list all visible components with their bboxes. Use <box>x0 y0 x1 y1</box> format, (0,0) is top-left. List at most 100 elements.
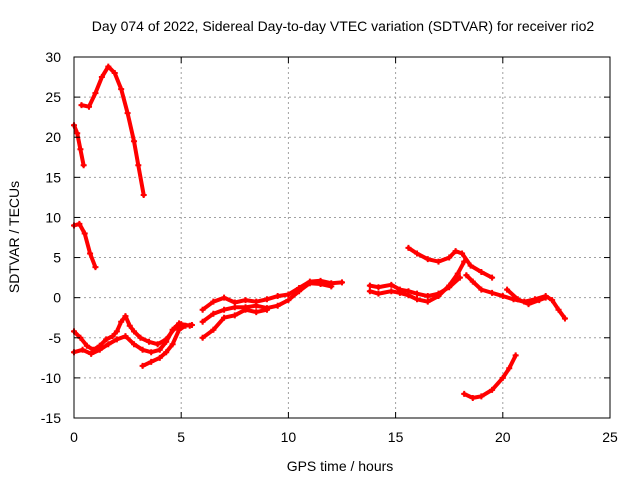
data-point <box>137 334 144 341</box>
data-point <box>140 191 147 198</box>
data-point <box>489 386 496 393</box>
data-point <box>446 254 453 261</box>
data-point <box>221 294 228 301</box>
data-point <box>131 341 138 348</box>
data-point <box>146 338 153 345</box>
data-point <box>328 283 335 290</box>
data-point <box>188 321 195 328</box>
data-point <box>81 230 88 237</box>
data-point <box>366 282 373 289</box>
data-point <box>499 374 506 381</box>
data-point <box>414 290 421 297</box>
series-line-arc-15 <box>462 353 518 400</box>
data-point <box>131 138 138 145</box>
data-point <box>388 281 395 288</box>
data-point <box>506 365 513 372</box>
y-tick-label: -15 <box>41 410 61 426</box>
series-line-arc-6 <box>140 322 194 368</box>
series-line-arc-2 <box>79 64 146 197</box>
data-point <box>388 288 395 295</box>
data-point <box>92 90 99 97</box>
series-line-arc-12 <box>406 245 495 280</box>
data-point <box>139 362 146 369</box>
data-point <box>92 264 99 271</box>
x-tick-label: 15 <box>388 429 404 445</box>
data-point <box>80 162 87 169</box>
y-tick-label: 0 <box>53 290 61 306</box>
y-tick-label: 20 <box>45 129 61 145</box>
data-point <box>478 286 485 293</box>
data-point <box>339 279 345 286</box>
data-point <box>263 306 270 313</box>
data-point <box>489 289 496 296</box>
data-point <box>463 272 470 279</box>
data-point <box>231 312 238 319</box>
data-point <box>118 318 125 325</box>
data-point <box>76 220 83 227</box>
data-point <box>182 322 189 329</box>
y-tick-label: -5 <box>49 330 62 346</box>
data-point <box>210 326 217 333</box>
data-point <box>296 288 303 295</box>
data-point <box>525 301 532 308</box>
data-point <box>135 162 142 169</box>
data-point <box>88 350 95 357</box>
data-point <box>285 297 292 304</box>
y-tick-label: 5 <box>53 250 61 266</box>
data-point <box>231 304 238 311</box>
data-point <box>83 342 90 349</box>
data-point <box>210 298 217 305</box>
data-point <box>454 270 461 277</box>
data-point <box>199 334 206 341</box>
data-point <box>435 293 442 300</box>
data-point <box>221 314 228 321</box>
data-point <box>512 352 519 359</box>
data-point <box>274 302 281 309</box>
data-point <box>176 320 183 327</box>
data-point <box>113 336 120 343</box>
data-point <box>118 86 125 93</box>
data-point <box>263 296 270 303</box>
data-point <box>253 309 260 316</box>
tick-labels: 0 5 10 15 20 25 -15 -10 -5 0 5 10 15 20 25 30 <box>41 49 618 445</box>
data-point <box>109 333 116 340</box>
data-point <box>154 341 161 348</box>
data-point <box>478 393 485 400</box>
data-point <box>221 306 228 313</box>
data-point <box>122 313 129 320</box>
y-tick-label: 15 <box>45 169 61 185</box>
data-point <box>414 250 421 257</box>
data-point <box>199 318 206 325</box>
plot-frame <box>73 56 611 419</box>
data-point <box>111 70 118 77</box>
data-point <box>156 346 163 353</box>
data-point <box>499 293 506 300</box>
data-point <box>148 358 155 365</box>
x-tick-label: 10 <box>281 429 297 445</box>
data-point <box>514 296 521 303</box>
data-point <box>122 333 129 340</box>
data-point <box>375 290 382 297</box>
y-tick-label: 25 <box>45 89 61 105</box>
y-axis-title: SDTVAR / TECUs <box>6 181 22 293</box>
data-point <box>77 146 84 153</box>
data-point <box>176 326 183 333</box>
data-point <box>210 310 217 317</box>
data-point <box>478 268 485 275</box>
series-line-arc-8 <box>200 281 334 324</box>
data-point <box>414 296 421 303</box>
data-point <box>405 292 412 299</box>
data-point <box>405 244 412 251</box>
data-point <box>561 315 568 322</box>
data-point <box>536 297 543 304</box>
data-point <box>78 102 85 109</box>
data-point <box>96 346 103 353</box>
data-point <box>242 297 249 304</box>
data-point <box>456 274 463 281</box>
data-point <box>424 293 431 300</box>
data-point <box>366 288 373 295</box>
data-point <box>435 258 442 265</box>
data-point <box>74 130 81 137</box>
data-point <box>105 63 112 70</box>
data-point <box>163 349 170 356</box>
